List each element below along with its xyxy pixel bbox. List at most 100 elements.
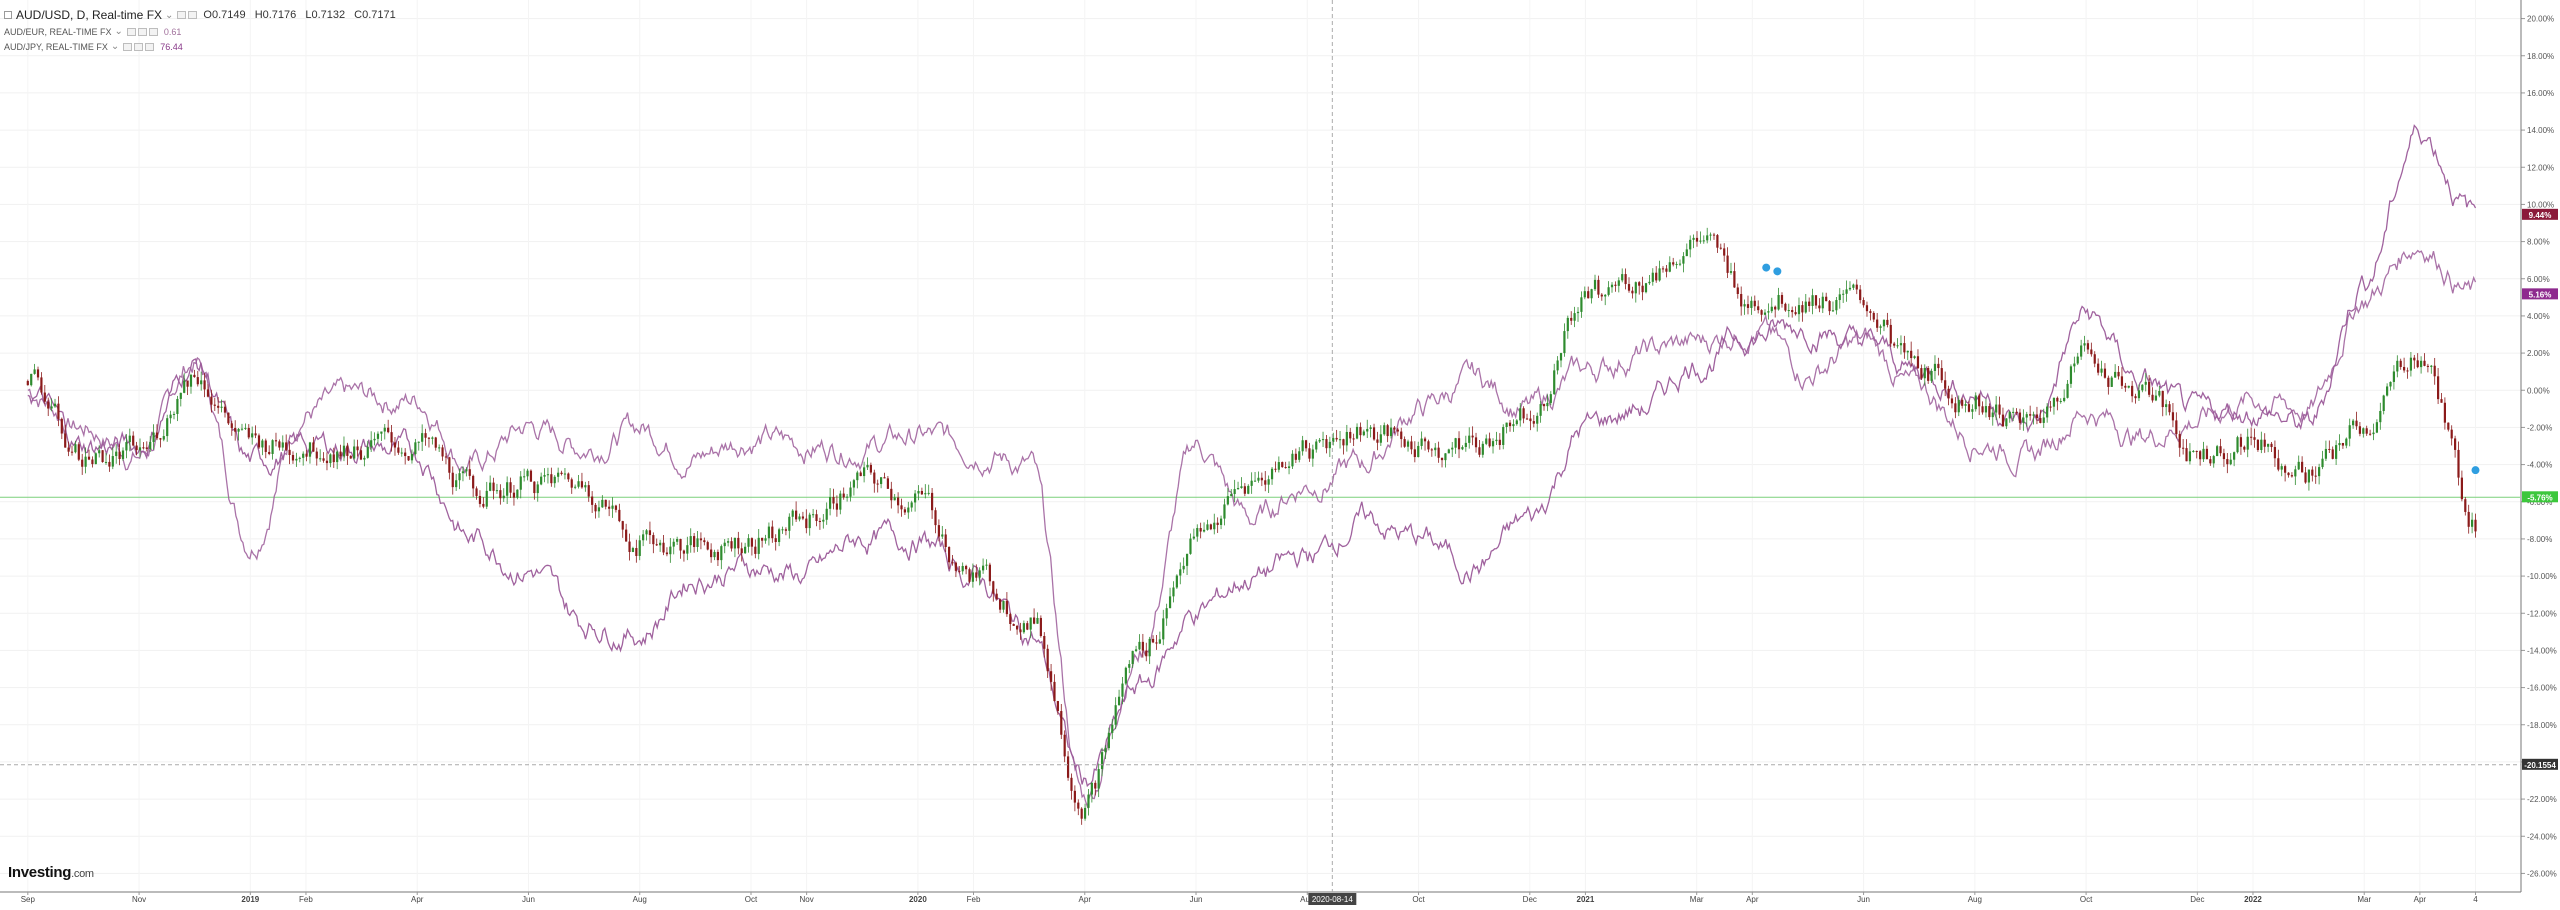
candle-body (1427, 441, 1430, 450)
candle-body (2090, 349, 2093, 355)
settings-icon[interactable] (137, 27, 147, 36)
candle-body (1352, 438, 1355, 440)
candle-body (1617, 280, 1620, 286)
candle-body (988, 564, 991, 582)
candle-body (747, 538, 750, 547)
y-tick-label: -10.00% (2527, 572, 2557, 581)
candle-body (1658, 268, 1661, 281)
candle-body (519, 476, 522, 490)
candle-body (930, 492, 934, 511)
candle-body (2253, 437, 2256, 440)
chevron-down-icon[interactable]: ⌄ (110, 41, 120, 52)
candle-body (2052, 397, 2056, 407)
candle-body (2063, 397, 2066, 401)
candle-body (924, 493, 927, 495)
candle-body (2151, 394, 2154, 401)
candle-body (1641, 285, 1644, 293)
candle-body (295, 458, 298, 461)
candle-body (1111, 724, 1114, 733)
candle-body (1597, 279, 1600, 295)
candle-body (1298, 451, 1301, 460)
candle-body (438, 447, 441, 449)
y-tick-label: -2.00% (2527, 423, 2552, 432)
candle-body (1957, 399, 1960, 413)
remove-icon[interactable] (145, 42, 155, 51)
candle-body (920, 490, 923, 495)
candle-body (2209, 459, 2212, 464)
event-marker-icon[interactable] (1772, 266, 1783, 277)
candle-body (550, 474, 553, 484)
x-tick-label: Feb (299, 895, 313, 904)
candle-body (1117, 696, 1121, 706)
candle-body (363, 457, 366, 460)
candle-body (193, 374, 196, 378)
candle-body (2437, 376, 2440, 400)
candle-body (2467, 511, 2470, 527)
candle-body (669, 546, 672, 555)
candle-body (77, 444, 80, 460)
eye-toggle-icon[interactable] (123, 42, 133, 51)
candle-body (2029, 414, 2032, 416)
candle-body (1128, 664, 1131, 668)
candle-body (1859, 289, 1862, 301)
candle-body (764, 538, 767, 541)
x-axis: Sep Nov 2019 Feb Apr Jun Aug Oct Nov 2020 Feb Apr Ju… (0, 891, 2521, 904)
event-marker-icon[interactable] (1761, 262, 1772, 273)
compare-line-jpy (27, 124, 2477, 788)
candle-body (206, 389, 210, 397)
collapse-legend-icon[interactable] (4, 11, 12, 19)
eye-toggle-icon[interactable] (126, 27, 136, 36)
candle-body (1988, 406, 1991, 418)
candle-body (2382, 395, 2385, 411)
y-axis: 20.00% 18.00% 16.00% 14.00% 12.00% 10.00% 8.00… (2520, 0, 2557, 892)
settings-icon[interactable] (134, 42, 144, 51)
candle-body (189, 374, 193, 387)
open-value: O0.7149 (203, 9, 246, 21)
event-marker-icon[interactable] (2470, 465, 2481, 476)
candle-body (1049, 671, 1053, 682)
candle-body (60, 418, 63, 434)
candle-body (1967, 404, 1971, 412)
candle-body (730, 541, 733, 549)
candle-body (1131, 651, 1134, 665)
candle-body (125, 442, 128, 451)
candle-body (1015, 625, 1019, 630)
candle-body (2093, 354, 2096, 364)
candle-body (1315, 441, 1318, 450)
remove-icon[interactable] (148, 27, 158, 36)
event-markers[interactable] (1761, 262, 2481, 476)
candle-body (1661, 268, 1665, 270)
candle-body (1338, 439, 1342, 441)
settings-icon[interactable] (188, 11, 198, 19)
candle-body (315, 451, 318, 459)
candle-body (1672, 262, 1675, 265)
candle-body (91, 459, 94, 465)
candle-body (2134, 396, 2137, 399)
candle-body (1332, 437, 1335, 442)
candle-body (2403, 366, 2406, 371)
x-tick-label: Oct (2080, 895, 2093, 904)
candle-body (849, 487, 852, 497)
candle-body (305, 453, 308, 457)
candle-body (298, 457, 301, 459)
eye-toggle-icon[interactable] (177, 11, 187, 19)
candle-body (2012, 411, 2015, 413)
y-tick-label: -18.00% (2527, 721, 2557, 730)
candle-body (1267, 479, 1270, 485)
candle-body (2042, 417, 2045, 423)
candle-body (1284, 467, 1287, 469)
candle-body (1393, 427, 1396, 430)
x-tick-label: Aug (1300, 895, 1314, 904)
logo-name: Investing (8, 864, 72, 881)
chevron-down-icon[interactable]: ⌄ (114, 26, 123, 37)
candle-body (1199, 528, 1202, 532)
candle-body (1022, 623, 1025, 633)
x-tick-label: Nov (800, 895, 814, 904)
chevron-down-icon[interactable]: ⌄ (165, 9, 174, 21)
candle-body (733, 537, 737, 549)
candle-body (108, 461, 111, 467)
candle-body (1145, 650, 1148, 657)
candle-body (128, 435, 131, 443)
candle-body (1009, 614, 1012, 624)
